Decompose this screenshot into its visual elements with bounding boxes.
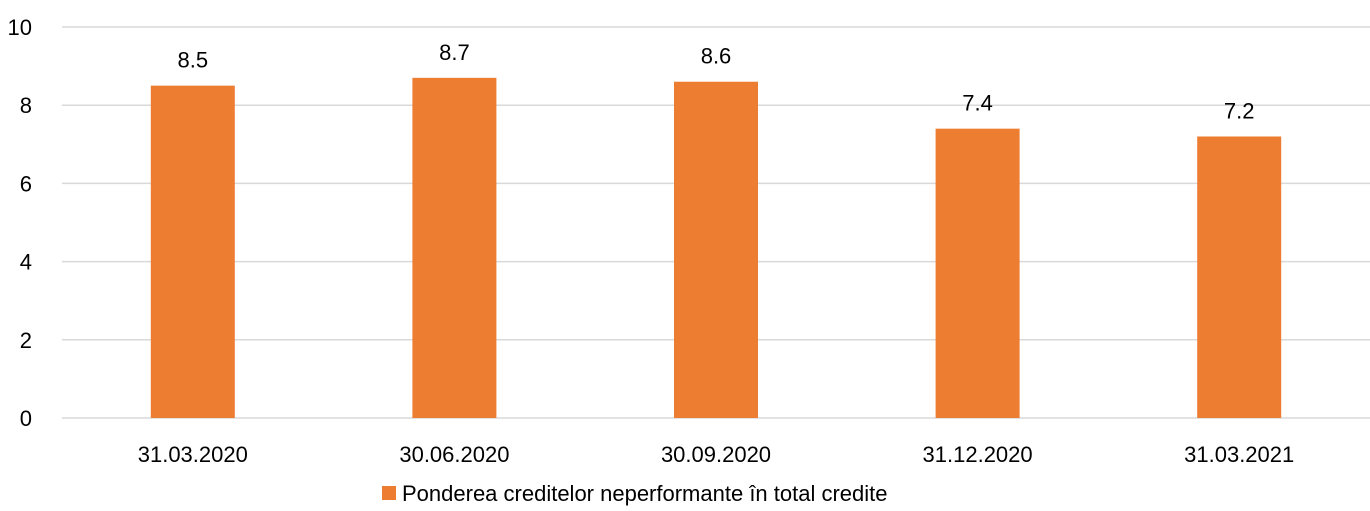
data-label: 8.5: [178, 48, 209, 73]
data-labels: 8.5 8.7 8.6 7.4 7.2: [178, 40, 1255, 124]
y-tick-label: 6: [20, 171, 32, 196]
legend-label: Ponderea creditelor neperformante în tot…: [402, 481, 888, 506]
bar: [412, 77, 497, 418]
data-label: 8.6: [701, 44, 732, 69]
bar: [1197, 136, 1282, 419]
legend-swatch: [382, 486, 396, 500]
x-tick-label: 31.03.2020: [138, 442, 248, 467]
y-tick-label: 10: [8, 15, 32, 40]
data-label: 8.7: [439, 40, 470, 65]
y-tick-label: 2: [20, 328, 32, 353]
x-tick-label: 31.12.2020: [923, 442, 1033, 467]
x-tick-label: 30.09.2020: [661, 442, 771, 467]
x-tick-label: 30.06.2020: [399, 442, 509, 467]
bar: [674, 81, 758, 419]
x-axis-ticks: 31.03.2020 30.06.2020 30.09.2020 31.12.2020…: [138, 442, 1295, 467]
data-label: 7.4: [962, 91, 993, 116]
bar: [935, 128, 1020, 418]
y-axis-ticks: 0 2 4 6 8 10: [8, 15, 32, 431]
legend: Ponderea creditelor neperformante în tot…: [382, 481, 888, 506]
y-tick-label: 0: [20, 406, 32, 431]
y-tick-label: 4: [20, 250, 32, 275]
bar: [150, 85, 235, 419]
x-tick-label: 31.03.2021: [1184, 442, 1294, 467]
data-label: 7.2: [1224, 98, 1255, 123]
bars: [150, 77, 1282, 419]
y-tick-label: 8: [20, 93, 32, 118]
